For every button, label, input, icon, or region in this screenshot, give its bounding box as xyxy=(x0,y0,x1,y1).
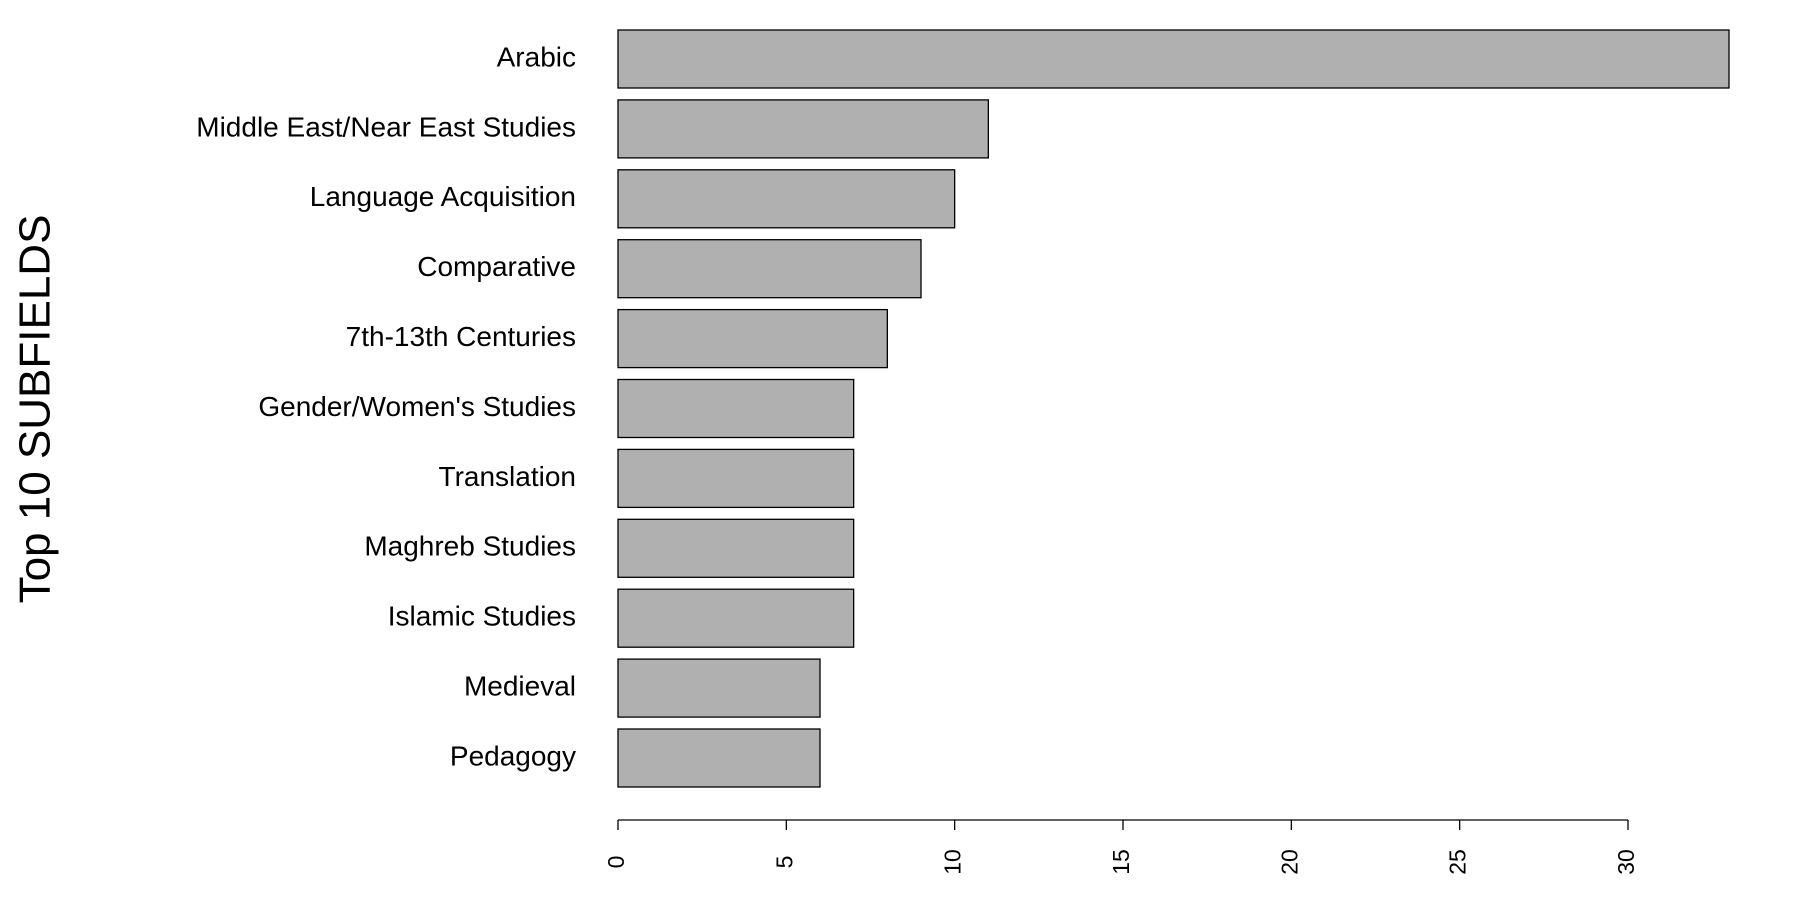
y-tick-label: Maghreb Studies xyxy=(364,531,576,562)
y-tick-label: Middle East/Near East Studies xyxy=(196,111,576,142)
y-tick-label: Pedagogy xyxy=(450,740,576,771)
bar xyxy=(617,99,989,159)
bar xyxy=(617,658,821,718)
y-tick-label: Islamic Studies xyxy=(388,601,576,632)
bar xyxy=(617,308,888,369)
x-tick-label: 25 xyxy=(1445,849,1471,875)
y-tick-label: Comparative xyxy=(417,251,576,282)
x-tick-label: 5 xyxy=(771,856,797,869)
y-tick-label: Language Acquisition xyxy=(310,181,576,212)
bar xyxy=(617,378,855,439)
x-tick-label: 15 xyxy=(1108,849,1134,875)
y-tick-label: Medieval xyxy=(464,670,576,701)
x-tick-label: 30 xyxy=(1613,849,1639,875)
y-tick-label: 7th-13th Centuries xyxy=(346,321,576,352)
x-tick-label: 10 xyxy=(940,849,966,875)
y-tick-label: Gender/Women's Studies xyxy=(258,391,576,422)
bar xyxy=(617,448,855,509)
x-tick-label: 0 xyxy=(603,856,629,869)
y-axis-title: Top 10 SUBFIELDS xyxy=(11,215,60,604)
bar xyxy=(617,728,821,788)
bar xyxy=(617,29,1730,89)
bar xyxy=(617,239,922,299)
bar xyxy=(617,169,956,229)
y-tick-label: Arabic xyxy=(497,41,576,72)
x-tick-label: 20 xyxy=(1276,849,1302,875)
y-tick-label: Translation xyxy=(439,461,576,492)
bar xyxy=(617,588,855,648)
bar xyxy=(617,518,855,578)
